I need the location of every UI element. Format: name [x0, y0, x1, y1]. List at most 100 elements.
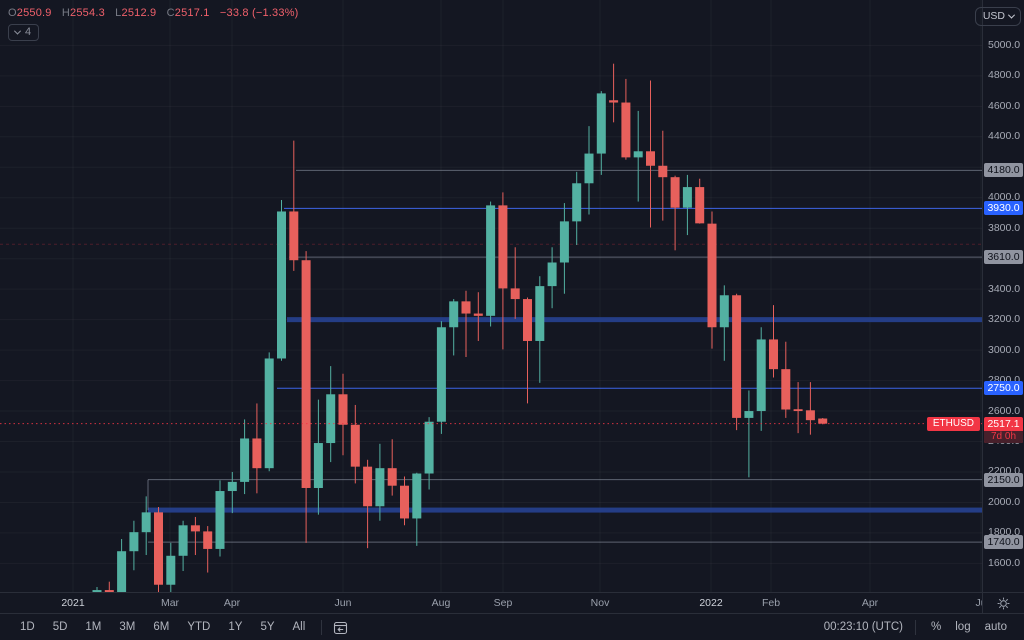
- price-tick-label: 3200.0: [988, 313, 1021, 326]
- time-axis-label: Aug: [431, 597, 451, 609]
- toolbar-divider: [915, 619, 917, 635]
- candle-body: [400, 485, 409, 519]
- bottom-toolbar: 1D 5D 1M 3M 6M YTD 1Y 5Y All 00:23:10 (UTC) % lo…: [0, 613, 1024, 640]
- candle-body: [215, 491, 225, 549]
- range-button-5D[interactable]: 5D: [45, 618, 76, 636]
- calendar-icon: [334, 621, 348, 634]
- high-value: 2554.3: [70, 7, 105, 19]
- candle-body: [756, 339, 766, 412]
- candle-body: [682, 187, 692, 208]
- candle-body: [732, 295, 742, 418]
- candle-body: [670, 177, 680, 208]
- candle-body: [252, 438, 262, 469]
- candle-body: [129, 532, 139, 552]
- price-tick-label: 1800.0: [988, 526, 1021, 539]
- close-value: 2517.1: [174, 7, 210, 19]
- symbol-name: ETHUSD: [932, 417, 974, 429]
- time-axis-label: Sep: [493, 597, 513, 609]
- change-value: −33.8 (−1.33%): [219, 7, 299, 19]
- time-axis-label: Mar: [160, 597, 180, 609]
- bar-countdown: 7d 0h: [984, 430, 1023, 443]
- price-tick-label: 2200.0: [988, 465, 1021, 478]
- candle-body: [584, 153, 594, 184]
- open-value: 2550.9: [16, 7, 52, 19]
- chevron-down-icon: [13, 27, 22, 35]
- candle-body: [547, 262, 557, 287]
- candle-body: [117, 551, 127, 592]
- candle-body: [707, 223, 717, 328]
- candle-body: [609, 100, 619, 103]
- candlestick-plot[interactable]: [0, 0, 982, 592]
- candle-body: [695, 187, 705, 224]
- candle-body: [301, 260, 311, 488]
- range-button-6M[interactable]: 6M: [145, 618, 177, 636]
- chevron-down-icon: [1007, 11, 1016, 19]
- candle-body: [338, 394, 348, 425]
- candle-body: [375, 468, 385, 507]
- candle-body: [240, 438, 250, 482]
- gear-icon: [997, 597, 1010, 609]
- range-button-1D[interactable]: 1D: [12, 618, 43, 636]
- price-tick-label: 1600.0: [988, 556, 1021, 569]
- candle-body: [424, 421, 434, 474]
- range-button-1Y[interactable]: 1Y: [220, 618, 250, 636]
- time-axis-label: 2021: [61, 597, 85, 609]
- chart-canvas[interactable]: O2550.9 H2554.3 L2512.9 C2517.1 −33.8 (−…: [0, 0, 982, 592]
- support-resistance-band[interactable]: [148, 507, 982, 513]
- time-axis[interactable]: 2021 Mar Apr Jun Aug Sep Nov 2022 Feb Apr Ju: [0, 592, 982, 613]
- price-axis[interactable]: USD 5000.0 4800.0 4600.0 4400.0 4000.0 3800.0…: [974, 0, 1024, 592]
- support-resistance-band[interactable]: [287, 317, 982, 323]
- price-level-badge: 3930.0: [984, 201, 1023, 216]
- candle-body: [264, 358, 274, 469]
- chart-settings-button[interactable]: [994, 594, 1013, 613]
- candle-body: [781, 369, 791, 410]
- candle-body: [621, 102, 631, 158]
- hidden-items-badge[interactable]: 4: [8, 24, 40, 41]
- candle-body: [658, 165, 668, 178]
- symbol-price-pill: ETHUSD: [926, 416, 980, 431]
- close-label: C: [166, 7, 175, 19]
- price-level-badge: 2750.0: [984, 381, 1023, 396]
- time-axis-label: Apr: [223, 597, 241, 609]
- candle-body: [387, 468, 397, 486]
- price-tick-label: 4400.0: [988, 130, 1021, 143]
- candle-body: [559, 221, 569, 263]
- go-to-date-button[interactable]: [330, 617, 351, 638]
- price-tick-label: 3400.0: [988, 282, 1021, 295]
- candle-body: [313, 443, 323, 488]
- candle-body: [350, 424, 360, 467]
- percent-scale-button[interactable]: %: [924, 618, 948, 636]
- utc-clock[interactable]: 00:23:10 (UTC): [823, 621, 904, 633]
- auto-scale-button[interactable]: auto: [978, 618, 1014, 636]
- ohlc-legend[interactable]: O2550.9 H2554.3 L2512.9 C2517.1 −33.8 (−…: [8, 7, 299, 19]
- candle-body: [818, 418, 828, 424]
- candle-body: [498, 205, 508, 289]
- candle-body: [596, 93, 606, 154]
- range-button-3M[interactable]: 3M: [111, 618, 143, 636]
- axis-settings-corner: [982, 592, 1024, 613]
- candle-body: [719, 295, 729, 328]
- log-scale-button[interactable]: log: [948, 618, 977, 636]
- candle-body: [510, 288, 520, 300]
- candle-body: [449, 301, 459, 328]
- time-axis-label: Feb: [761, 597, 781, 609]
- range-button-5Y[interactable]: 5Y: [252, 618, 282, 636]
- candle-body: [646, 151, 655, 166]
- candle-body: [793, 409, 803, 412]
- currency-selector[interactable]: USD: [974, 7, 1021, 26]
- hidden-items-count: 4: [25, 26, 32, 38]
- candle-body: [769, 339, 778, 370]
- candle-body: [92, 590, 102, 592]
- range-button-All[interactable]: All: [285, 618, 314, 636]
- range-button-1M[interactable]: 1M: [77, 618, 109, 636]
- candle-body: [326, 394, 336, 444]
- toolbar-divider: [321, 619, 323, 635]
- candle-body: [412, 473, 422, 519]
- candle-body: [190, 525, 200, 532]
- candle-body: [289, 211, 299, 261]
- candle-body: [805, 410, 815, 421]
- range-button-YTD[interactable]: YTD: [179, 618, 218, 636]
- price-level-badge: 2150.0: [984, 472, 1023, 487]
- time-axis-label: Apr: [861, 597, 879, 609]
